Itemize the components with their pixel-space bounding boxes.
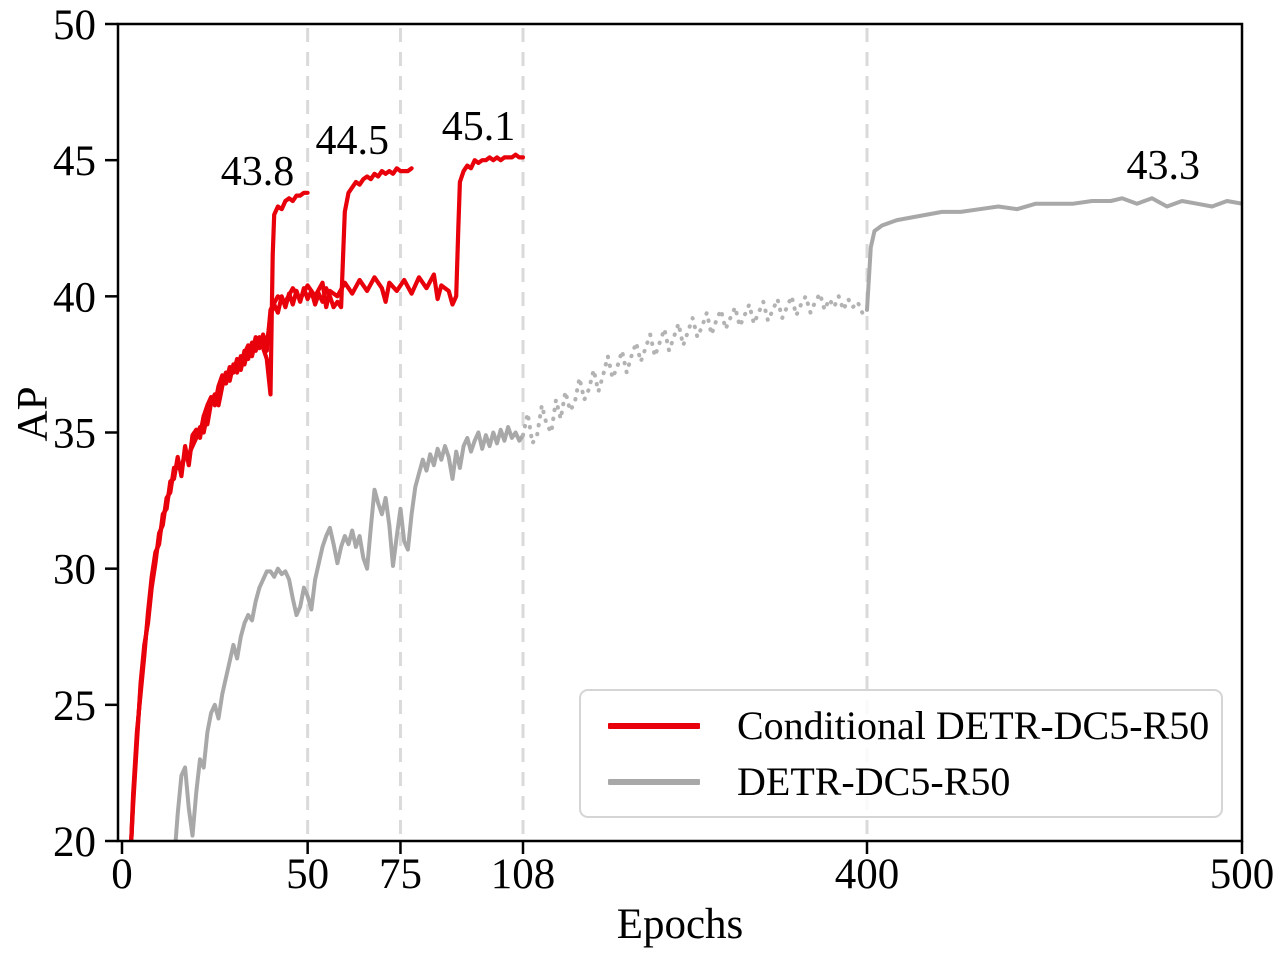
- series-line-detr-500ep: [173, 425, 525, 841]
- x-tick-label-50: 50: [286, 851, 329, 898]
- legend-line-red-icon: [608, 722, 700, 729]
- legend-label-conditional-detr: Conditional DETR-DC5-R50: [737, 702, 1210, 748]
- x-tick-label-400: 400: [835, 851, 900, 898]
- x-tick-label-500: 500: [1210, 851, 1275, 898]
- y-axis-title: AP: [9, 386, 57, 442]
- legend-box: Conditional DETR-DC5-R50 DETR-DC5-R50: [579, 689, 1223, 818]
- x-tick-label-108: 108: [491, 851, 556, 898]
- annotation-43-8: 43.8: [220, 149, 295, 196]
- y-tick-label-20: 20: [53, 819, 96, 866]
- series-group: [129, 152, 1242, 841]
- annotation-44-5: 44.5: [315, 118, 389, 165]
- series-line-conditional-detr-108ep: [129, 152, 526, 841]
- x-tick-label-0: 0: [111, 851, 133, 898]
- y-tick-label-40: 40: [53, 274, 96, 321]
- legend-label-detr: DETR-DC5-R50: [737, 758, 1011, 804]
- annotation-43-3: 43.3: [1126, 142, 1201, 189]
- y-tick-label-25: 25: [53, 683, 96, 730]
- x-axis-title: Epochs: [616, 901, 744, 948]
- legend-entry-detr: DETR-DC5-R50: [608, 758, 1221, 804]
- y-tick-label-45: 45: [53, 138, 96, 185]
- y-tick-label-35: 35: [53, 411, 96, 458]
- y-tick-label-30: 30: [53, 547, 96, 594]
- annotation-45-1: 45.1: [441, 104, 516, 151]
- x-tick-label-75: 75: [379, 851, 422, 898]
- legend-line-gray-icon: [608, 778, 700, 785]
- series-line-detr-500ep: [865, 196, 1242, 312]
- y-tick-label-50: 50: [53, 2, 96, 49]
- series-line-detr-500ep-dotted: [521, 291, 869, 446]
- legend-entry-conditional-detr: Conditional DETR-DC5-R50: [608, 702, 1221, 748]
